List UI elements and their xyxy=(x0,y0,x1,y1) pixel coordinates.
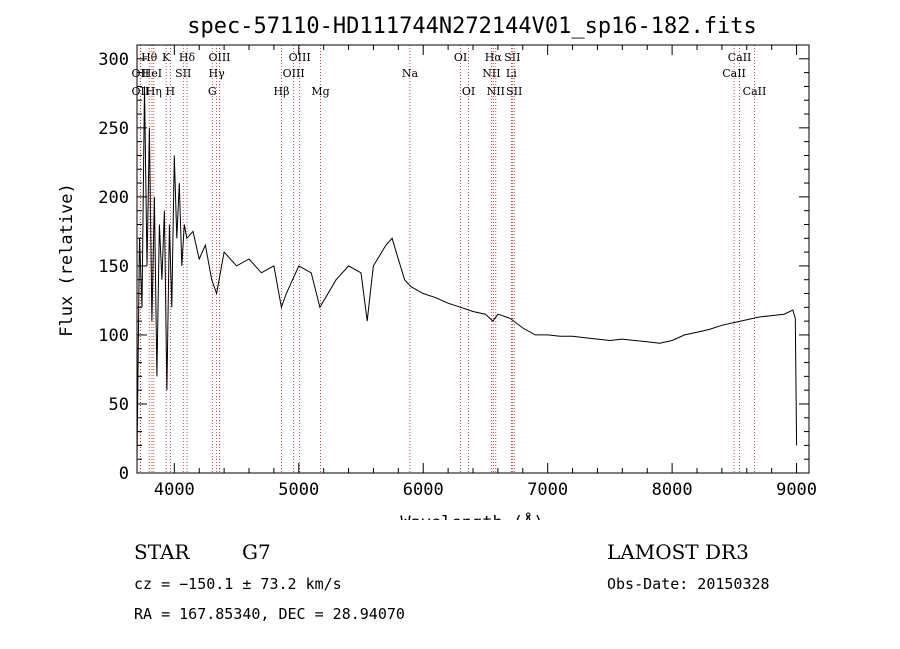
line-label-CaII: CaII xyxy=(743,85,767,98)
line-label-Hη: Hη xyxy=(146,85,162,98)
object-type: STAR xyxy=(134,540,190,564)
line-label-K: K xyxy=(162,51,171,64)
spectral-class: G7 xyxy=(242,540,271,564)
coordinates: RA = 167.85340, DEC = 28.94070 xyxy=(134,605,405,623)
line-label-SII: SII xyxy=(506,85,522,98)
line-label-HeI: HeI xyxy=(142,67,162,80)
line-label-OIII: OIII xyxy=(283,67,305,80)
x-tick-label: 5000 xyxy=(278,480,319,500)
line-label-OIII: OIII xyxy=(289,51,311,64)
chart-title: spec-57110-HD111744N272144V01_sp16-182.f… xyxy=(187,14,757,39)
line-label-Hθ: Hθ xyxy=(141,51,158,64)
observation-date: Obs-Date: 20150328 xyxy=(607,575,770,593)
line-label-Li: Li xyxy=(506,67,517,80)
line-label-Hδ: Hδ xyxy=(179,51,196,64)
x-tick-label: 9000 xyxy=(776,480,817,500)
line-label-CaII: CaII xyxy=(722,67,746,80)
line-label-SII: SII xyxy=(175,67,191,80)
x-tick-label: 4000 xyxy=(154,480,195,500)
line-label-SII: SII xyxy=(504,51,520,64)
line-label-OII: OII xyxy=(132,67,150,80)
plot-frame xyxy=(136,44,810,474)
line-label-Na: Na xyxy=(402,67,419,80)
axis-ticks: 4000 5000 6000 7000 8000 9000 0 50 100 150 200 250 3… xyxy=(98,45,817,500)
line-label-OI: OI xyxy=(462,85,475,98)
spectrum-chart: spec-57110-HD111744N272144V01_sp16-182.f… xyxy=(57,14,817,520)
x-tick-label: 6000 xyxy=(403,480,444,500)
line-label-NII: NII xyxy=(482,67,500,80)
x-tick-label: 7000 xyxy=(527,480,568,500)
line-label-NII: NII xyxy=(487,85,505,98)
y-tick-label: 100 xyxy=(98,326,129,346)
line-label-Hγ: Hγ xyxy=(209,67,226,80)
line-label-Mg: Mg xyxy=(311,85,329,98)
y-tick-label: 150 xyxy=(98,257,129,277)
line-label-Hα: Hα xyxy=(485,51,503,64)
y-tick-label: 50 xyxy=(109,395,129,415)
spectrum-line xyxy=(136,86,798,460)
x-axis-label: Wavelength (Å) xyxy=(400,511,543,520)
y-axis-label: Flux (relative) xyxy=(57,183,77,337)
y-tick-label: 200 xyxy=(98,188,129,208)
line-label-H: H xyxy=(166,85,176,98)
line-label-OI: OI xyxy=(454,51,467,64)
redshift-cz: cz = −150.1 ± 73.2 km/s xyxy=(134,575,342,593)
y-tick-label: 300 xyxy=(98,50,129,70)
x-tick-label: 8000 xyxy=(652,480,693,500)
line-label-Hβ: Hβ xyxy=(274,85,290,98)
y-tick-label: 250 xyxy=(98,119,129,139)
line-label-G: G xyxy=(208,85,217,98)
y-tick-label: 0 xyxy=(119,464,129,484)
survey-name: LAMOST DR3 xyxy=(607,540,749,564)
line-label-CaII: CaII xyxy=(728,51,752,64)
line-label-OIII: OIII xyxy=(208,51,230,64)
